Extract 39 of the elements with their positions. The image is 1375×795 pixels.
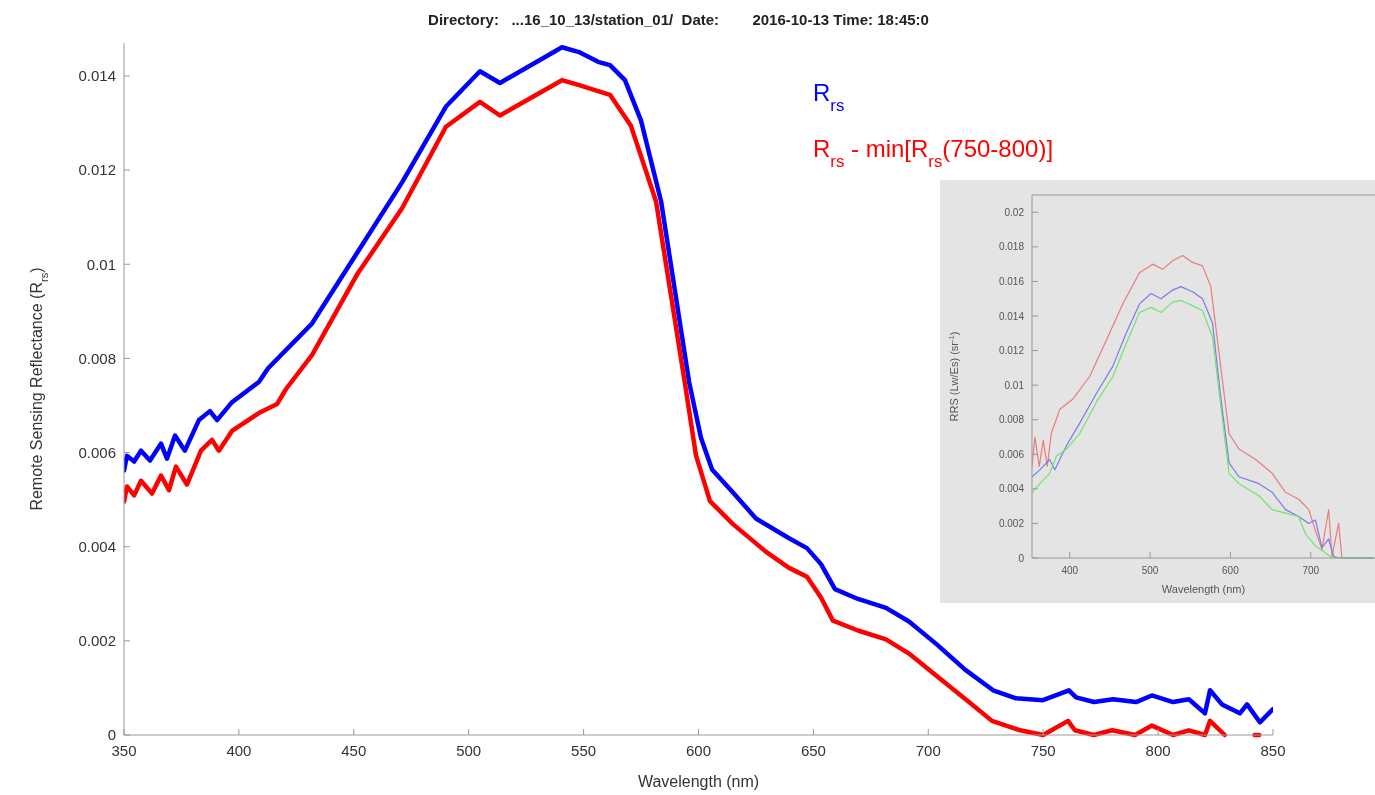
y-tick-label: 0: [107, 726, 116, 744]
x-tick-label: 700: [915, 742, 941, 759]
x-tick-label: 500: [456, 742, 482, 759]
text: R$_{rs}$: [813, 79, 845, 115]
x-tick-label: 350: [111, 742, 137, 759]
chart-title: Directory: ...16_10_13/station_01/ Date: 2016-10-13 Time: 18:45:0: [428, 11, 929, 28]
x-axis-title: Wavelength (nm): [637, 773, 760, 790]
x-tick-label: 450: [341, 742, 367, 759]
x-tick-label: 750: [1030, 742, 1056, 759]
y-tick-label: 0: [1018, 552, 1025, 564]
x-tick-label: 850: [1260, 742, 1286, 759]
x-tick-label: 550: [571, 742, 597, 759]
x-tick-label: 600: [1222, 565, 1240, 576]
y-tick-label: 0.006: [998, 448, 1025, 460]
y-tick-label: 0.004: [78, 537, 116, 555]
x-tick-label: 800: [1145, 742, 1171, 759]
x-tick-label: 500: [1141, 565, 1159, 576]
x-tick-label: 400: [1061, 565, 1079, 576]
y-tick-label: 0.01: [1004, 379, 1025, 391]
y-tick-label: 0.018: [998, 241, 1025, 253]
y-tick-label: 0.014: [78, 67, 116, 85]
x-tick-label: 700: [1302, 565, 1320, 576]
y-tick-label: 0.014: [998, 310, 1025, 322]
x-tick-label: 600: [685, 742, 712, 759]
y-tick-label: 0.008: [78, 349, 116, 367]
y-tick-label: 0.008: [998, 414, 1025, 426]
y-tick-label: 0.01: [86, 255, 116, 273]
y-tick-label: 0.012: [998, 345, 1025, 357]
y-tick-label: 0.016: [998, 275, 1025, 287]
y-tick-label: 0.012: [78, 161, 116, 179]
x-tick-label: 650: [800, 742, 826, 759]
y-tick-label: 0.006: [78, 443, 116, 461]
y-tick-label: 0.004: [998, 483, 1025, 495]
y-tick-label: 0.002: [998, 517, 1025, 529]
y-tick-label: 0.02: [1004, 206, 1025, 218]
y-tick-label: 0.002: [78, 632, 116, 650]
x-tick-label: 400: [226, 742, 252, 759]
text: R$_{rs}$ - min[R$_{rs}$(750-800)]: [813, 135, 1054, 171]
x-axis-title: Wavelength (nm): [1161, 583, 1246, 595]
